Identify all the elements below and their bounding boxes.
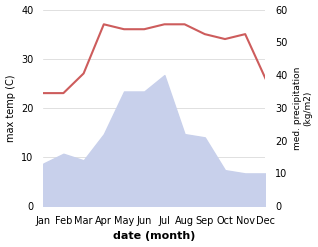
Y-axis label: max temp (C): max temp (C) <box>5 74 16 142</box>
X-axis label: date (month): date (month) <box>113 231 196 242</box>
Y-axis label: med. precipitation
(kg/m2): med. precipitation (kg/m2) <box>293 66 313 149</box>
